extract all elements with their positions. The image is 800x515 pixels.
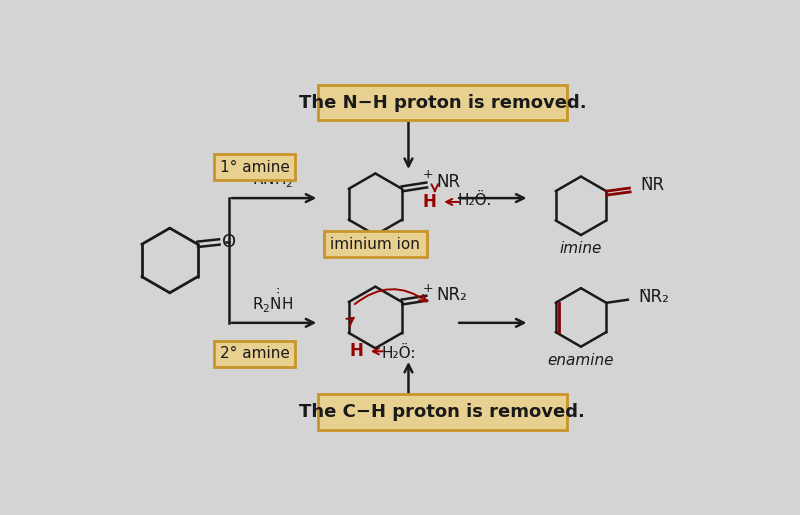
FancyBboxPatch shape xyxy=(324,231,427,258)
Text: N̈R₂: N̈R₂ xyxy=(638,288,670,305)
Text: NR₂: NR₂ xyxy=(437,286,467,304)
FancyBboxPatch shape xyxy=(214,340,294,367)
Text: +: + xyxy=(423,168,434,181)
Text: +: + xyxy=(423,282,434,295)
Text: The N−H proton is removed.: The N−H proton is removed. xyxy=(298,94,586,112)
FancyBboxPatch shape xyxy=(318,394,567,430)
Text: N̈R: N̈R xyxy=(640,176,664,194)
Text: H₂Ö:: H₂Ö: xyxy=(457,193,492,208)
Text: 1° amine: 1° amine xyxy=(219,160,290,175)
FancyBboxPatch shape xyxy=(318,85,567,121)
Text: H₂Ö:: H₂Ö: xyxy=(382,346,416,361)
Text: O: O xyxy=(222,233,237,251)
Text: The C−H proton is removed.: The C−H proton is removed. xyxy=(299,403,586,421)
Text: R$_2\mathsf{\dot{\dot{N}}}$H: R$_2\mathsf{\dot{\dot{N}}}$H xyxy=(252,286,294,315)
Text: H: H xyxy=(423,193,437,211)
Text: enamine: enamine xyxy=(548,353,614,368)
Text: imine: imine xyxy=(560,241,602,255)
FancyBboxPatch shape xyxy=(214,154,294,180)
Text: NR: NR xyxy=(437,173,461,191)
Text: H: H xyxy=(350,342,363,360)
Text: 2° amine: 2° amine xyxy=(219,346,290,361)
Text: R$\mathsf{\dot{\dot{N}}}$H$_2$: R$\mathsf{\dot{\dot{N}}}$H$_2$ xyxy=(252,162,294,191)
Text: iminium ion: iminium ion xyxy=(330,237,420,252)
